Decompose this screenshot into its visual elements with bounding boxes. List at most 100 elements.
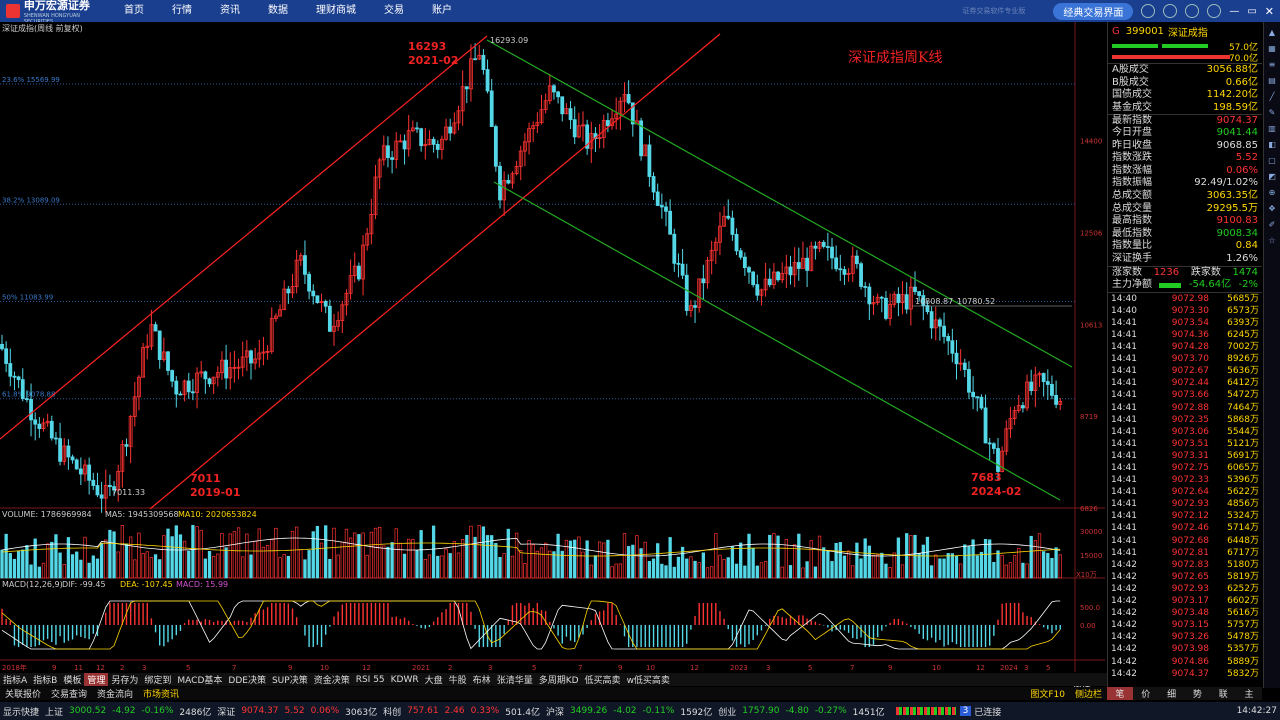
- f10-link[interactable]: 图文F10: [1030, 690, 1065, 700]
- menu-data[interactable]: 数据: [268, 5, 288, 16]
- tab-related-quotes[interactable]: 关联报价: [5, 690, 42, 700]
- indicator-tab[interactable]: KDWR: [390, 674, 419, 685]
- tab-detail[interactable]: 细: [1167, 690, 1177, 700]
- indicator-tab[interactable]: 低买高卖: [584, 676, 621, 686]
- tick-row[interactable]: 14:41 9073.51 5121万: [1108, 438, 1262, 450]
- toolbar-zoom-icon[interactable]: ⊕: [1268, 188, 1276, 197]
- sidebar-toggle[interactable]: 侧边栏: [1074, 690, 1102, 700]
- mail-icon[interactable]: [1185, 4, 1200, 18]
- tick-row[interactable]: 14:41 9072.93 4856万: [1108, 498, 1262, 510]
- indicator-tab[interactable]: DDE决策: [228, 676, 266, 686]
- tick-row[interactable]: 14:41 9073.06 5544万: [1108, 426, 1262, 438]
- tick-row[interactable]: 14:41 9072.75 6065万: [1108, 462, 1262, 474]
- tick-row[interactable]: 14:41 9072.35 5868万: [1108, 414, 1262, 426]
- toolbar-draw-icon[interactable]: ✎: [1268, 108, 1276, 117]
- maximize-icon[interactable]: ▭: [1247, 5, 1257, 17]
- tick-row[interactable]: 14:41 9072.68 6448万: [1108, 535, 1262, 547]
- tick-row[interactable]: 14:40 9072.98 5685万: [1108, 293, 1262, 305]
- toolbar-line-icon[interactable]: ╱: [1269, 92, 1275, 101]
- menu-market[interactable]: 行情: [172, 5, 192, 16]
- tick-row[interactable]: 14:41 9074.28 7002万: [1108, 341, 1262, 353]
- tab-ticks[interactable]: 笔: [1107, 687, 1133, 700]
- indicator-tab[interactable]: MACD基本: [177, 676, 223, 686]
- tick-row[interactable]: 14:41 9072.88 7464万: [1108, 402, 1262, 414]
- tab-market-news[interactable]: 市场资讯: [143, 690, 180, 700]
- indicator-tab[interactable]: 管理: [84, 673, 109, 686]
- tick-row[interactable]: 14:41 9072.44 6412万: [1108, 377, 1262, 389]
- tick-row[interactable]: 14:42 9073.15 5757万: [1108, 619, 1262, 631]
- toolbar-expand-icon[interactable]: ▲: [1268, 28, 1276, 37]
- tick-row[interactable]: 14:42 9073.26 5478万: [1108, 631, 1262, 643]
- sz-label[interactable]: 深证: [217, 707, 236, 718]
- hs-label[interactable]: 沪深: [546, 707, 565, 718]
- tick-row[interactable]: 14:41 9072.46 5714万: [1108, 522, 1262, 534]
- tab-price[interactable]: 价: [1141, 690, 1151, 700]
- indicator-tab[interactable]: 另存为: [111, 676, 139, 686]
- tick-row[interactable]: 14:42 9073.98 5357万: [1108, 643, 1262, 655]
- tab-trend[interactable]: 势: [1192, 690, 1202, 700]
- tick-row[interactable]: 14:41 9072.33 5396万: [1108, 474, 1262, 486]
- indicator-tab[interactable]: SUP决策: [271, 676, 308, 686]
- menu-trade[interactable]: 交易: [384, 5, 404, 16]
- show-shortcuts[interactable]: 显示快捷: [3, 707, 40, 718]
- tick-row[interactable]: 14:42 9073.48 5616万: [1108, 607, 1262, 619]
- tick-row[interactable]: 14:41 9072.81 6717万: [1108, 547, 1262, 559]
- toolbar-pen-icon[interactable]: ✐: [1268, 220, 1276, 229]
- indicator-tab[interactable]: 牛股: [448, 676, 467, 686]
- indicator-tab[interactable]: 布林: [472, 676, 491, 686]
- kc-label[interactable]: 科创: [383, 707, 402, 718]
- connection-status[interactable]: 已连接: [974, 707, 1002, 718]
- indicator-tab[interactable]: RSI 55: [355, 674, 385, 685]
- tick-row[interactable]: 14:42 9072.65 5819万: [1108, 571, 1262, 583]
- minimize-icon[interactable]: —: [1229, 5, 1240, 17]
- tick-row[interactable]: 14:42 9072.83 5180万: [1108, 559, 1262, 571]
- toolbar-list-icon[interactable]: ≡: [1268, 60, 1276, 69]
- kline-chart[interactable]: 14400 12506 10613 8719 6826 23.6% 15569.99 38.…: [0, 22, 1105, 695]
- tick-row[interactable]: 14:40 9073.30 6573万: [1108, 305, 1262, 317]
- cy-label[interactable]: 创业: [718, 707, 737, 718]
- toolbar-grid-icon[interactable]: ▦: [1268, 44, 1276, 53]
- toolbar-box-icon[interactable]: ▢: [1268, 156, 1276, 165]
- tick-row[interactable]: 14:42 9074.37 5832万: [1108, 668, 1262, 680]
- toolbar-fav-icon[interactable]: ☆: [1268, 236, 1276, 245]
- settings-icon[interactable]: [1207, 4, 1222, 18]
- tab-fund-flow[interactable]: 资金流向: [97, 690, 134, 700]
- indicator-tab[interactable]: 指标B: [33, 676, 58, 686]
- toolbar-move-icon[interactable]: ✥: [1268, 204, 1276, 213]
- headset-icon[interactable]: [1163, 4, 1178, 18]
- indicator-tab[interactable]: 张清华量: [496, 676, 533, 686]
- menu-home[interactable]: 首页: [124, 5, 144, 16]
- toolbar-rsi-icon[interactable]: ◧: [1268, 140, 1276, 149]
- indicator-tab[interactable]: 资金决策: [313, 676, 350, 686]
- toolbar-compare-icon[interactable]: ◩: [1268, 172, 1276, 181]
- tick-row[interactable]: 14:42 9072.93 6252万: [1108, 583, 1262, 595]
- tab-linked[interactable]: 联: [1218, 690, 1228, 700]
- tick-row[interactable]: 14:41 9072.12 5324万: [1108, 510, 1262, 522]
- indicator-tab[interactable]: 绑定到: [144, 676, 172, 686]
- menu-account[interactable]: 账户: [432, 5, 452, 16]
- indicator-tab[interactable]: 大盘: [424, 676, 443, 686]
- tick-row[interactable]: 14:42 9074.86 5889万: [1108, 656, 1262, 668]
- indicator-tab[interactable]: 指标A: [3, 676, 28, 686]
- menu-news[interactable]: 资讯: [220, 5, 240, 16]
- tick-row[interactable]: 14:41 9073.31 5691万: [1108, 450, 1262, 462]
- toolbar-chart-icon[interactable]: ▤: [1268, 76, 1276, 85]
- skin-icon[interactable]: [1141, 4, 1156, 18]
- tick-row[interactable]: 14:41 9073.70 8926万: [1108, 353, 1262, 365]
- indicator-tab[interactable]: 模板: [63, 676, 82, 686]
- close-icon[interactable]: ✕: [1264, 4, 1274, 18]
- menu-wealth-mall[interactable]: 理财商城: [316, 5, 356, 16]
- tab-main[interactable]: 主: [1244, 690, 1254, 700]
- sh-label[interactable]: 上证: [45, 707, 64, 718]
- tick-row[interactable]: 14:41 9072.67 5636万: [1108, 365, 1262, 377]
- indicator-tab[interactable]: 多周期KD: [538, 676, 579, 686]
- tick-row[interactable]: 14:42 9073.17 6602万: [1108, 595, 1262, 607]
- toolbar-kline-icon[interactable]: ▥: [1268, 124, 1276, 133]
- tick-row[interactable]: 14:41 9074.36 6245万: [1108, 329, 1262, 341]
- tick-row[interactable]: 14:41 9073.54 6393万: [1108, 317, 1262, 329]
- kline-chart-canvas[interactable]: 14400 12506 10613 8719 6826 23.6% 15569.99 38.…: [0, 22, 1105, 672]
- tick-row[interactable]: 14:41 9072.64 5622万: [1108, 486, 1262, 498]
- tick-list[interactable]: 14:40 9072.98 5685万 14:40 9073.30 6573万 14:41 9…: [1108, 293, 1262, 680]
- classic-trade-button[interactable]: 经典交易界面: [1053, 2, 1134, 20]
- tick-row[interactable]: 14:41 9073.66 5472万: [1108, 389, 1262, 401]
